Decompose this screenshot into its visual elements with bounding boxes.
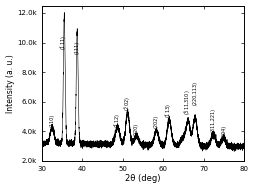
- Text: ($\bar{1}$11): ($\bar{1}$11): [59, 35, 69, 50]
- Text: ($\bar{1}$12): ($\bar{1}$12): [113, 114, 123, 128]
- Text: (004): (004): [221, 125, 226, 138]
- X-axis label: 2θ (deg): 2θ (deg): [125, 174, 161, 184]
- Y-axis label: Intensity (a. u.): Intensity (a. u.): [6, 54, 14, 113]
- Text: (202): (202): [154, 115, 159, 128]
- Text: ($\bar{1}$13): ($\bar{1}$13): [164, 103, 174, 118]
- Text: ($\bar{3}$11,310): ($\bar{3}$11,310): [183, 89, 193, 115]
- Text: ($\bar{2}$02): ($\bar{2}$02): [123, 96, 133, 111]
- Text: (110): (110): [50, 114, 55, 127]
- Text: (111): (111): [75, 41, 80, 54]
- Text: (311,221): (311,221): [211, 108, 216, 132]
- Text: (220,113): (220,113): [193, 81, 198, 105]
- Text: (020): (020): [134, 122, 139, 136]
